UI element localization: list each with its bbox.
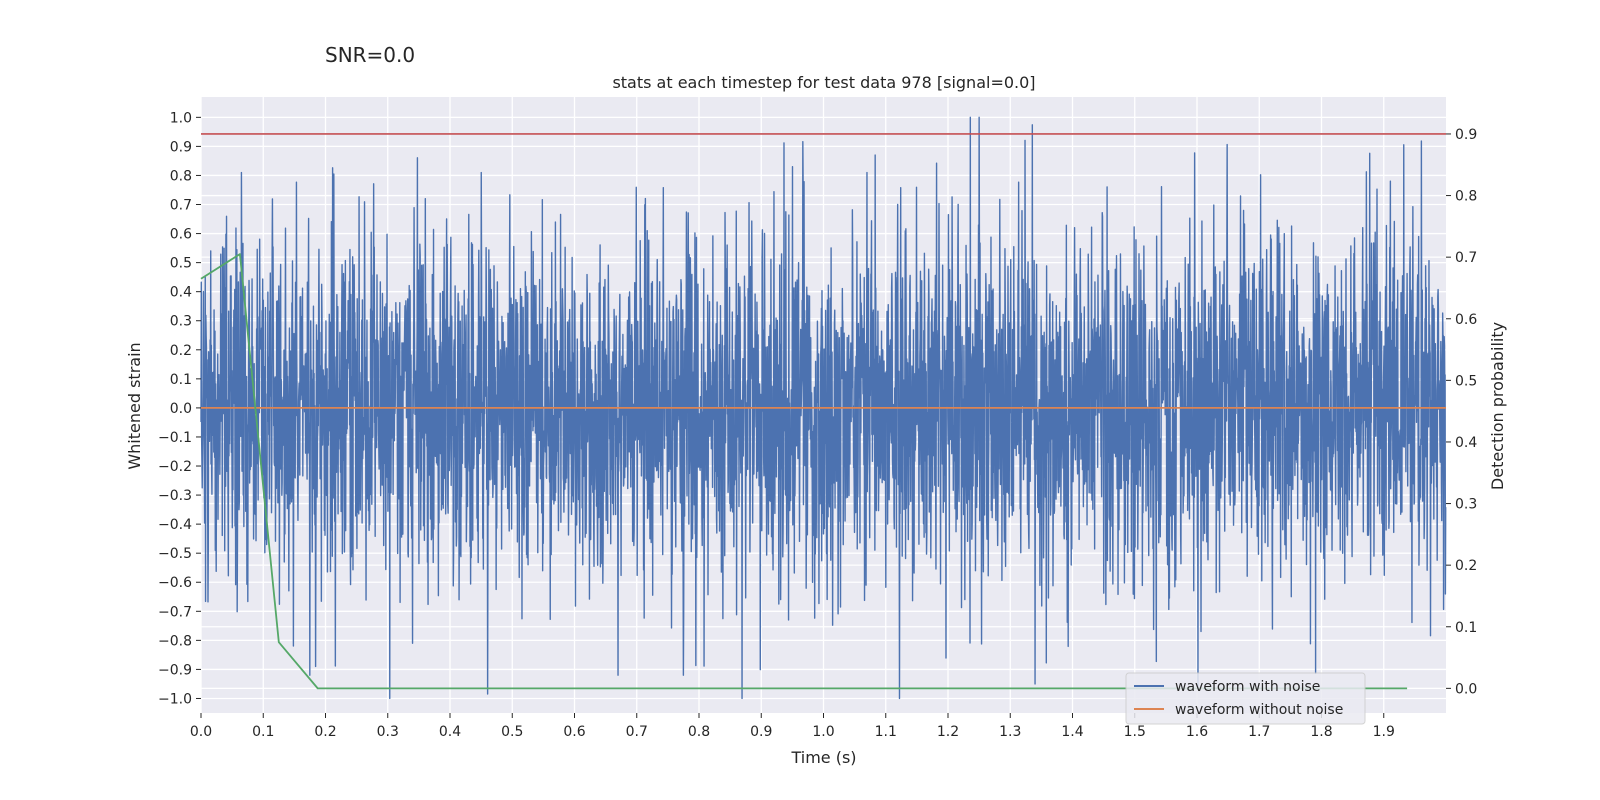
y2-tick-label: 0.5: [1455, 373, 1477, 389]
y-tick-label: 0.6: [170, 227, 192, 243]
x-tick-label: 1.3: [999, 724, 1021, 740]
x-tick-label: 0.0: [190, 724, 212, 740]
y2-tick-label: 0.2: [1455, 558, 1477, 574]
legend-label-waveform-without-noise: waveform without noise: [1175, 702, 1343, 718]
y2-tick-label: 0.4: [1455, 435, 1477, 451]
x-tick-label: 0.9: [750, 724, 772, 740]
x-tick-label: 1.9: [1373, 724, 1395, 740]
y-axis-right: 0.9 0.8 0.7 0.6 0.5 0.4 0.3 0.2 0.1 0.0: [1446, 127, 1477, 697]
y2-tick-label: 0.1: [1455, 620, 1477, 636]
y-tick-label: −0.7: [158, 604, 192, 620]
x-tick-label: 0.6: [563, 724, 585, 740]
x-tick-label: 0.4: [439, 724, 461, 740]
y-tick-label: 0.2: [170, 343, 192, 359]
suptitle: SNR=0.0: [325, 43, 415, 67]
series-layer: [200, 116, 1447, 700]
x-tick-label: 1.8: [1310, 724, 1332, 740]
y-tick-label: 0.4: [170, 285, 192, 301]
x-tick-label: 1.0: [812, 724, 834, 740]
x-tick-label: 1.6: [1186, 724, 1208, 740]
x-tick-label: 0.8: [688, 724, 710, 740]
y-tick-label: −0.6: [158, 575, 192, 591]
y-tick-label: −0.8: [158, 633, 192, 649]
legend: waveform with noise waveform without noi…: [1125, 672, 1366, 725]
x-axis-label: Time (s): [790, 748, 856, 767]
x-tick-label: 1.4: [1061, 724, 1083, 740]
x-tick-label: 1.5: [1124, 724, 1146, 740]
y-tick-label: 0.5: [170, 256, 192, 272]
x-tick-label: 0.2: [314, 724, 336, 740]
y-axis-label: Whitened strain: [125, 342, 144, 469]
x-tick-label: 1.1: [875, 724, 897, 740]
y2-tick-label: 0.9: [1455, 127, 1477, 143]
y-tick-label: −0.2: [158, 459, 192, 475]
y2-tick-label: 0.6: [1455, 312, 1477, 328]
y2-tick-label: 0.3: [1455, 497, 1477, 513]
y-tick-label: 0.8: [170, 168, 192, 184]
x-tick-label: 0.7: [626, 724, 648, 740]
y-tick-label: 0.1: [170, 372, 192, 388]
series-detection-probability: [200, 253, 1408, 690]
y2-tick-label: 0.0: [1455, 681, 1477, 697]
x-tick-label: 1.2: [937, 724, 959, 740]
x-tick-label: 0.5: [501, 724, 523, 740]
y-tick-label: 0.7: [170, 198, 192, 214]
y2-tick-label: 0.7: [1455, 250, 1477, 266]
y-tick-label: −0.3: [158, 488, 192, 504]
legend-label-waveform-with-noise: waveform with noise: [1175, 679, 1320, 695]
y2-axis-label: Detection probability: [1488, 322, 1507, 490]
chart-title: stats at each timestep for test data 978…: [612, 73, 1035, 92]
x-tick-label: 0.3: [377, 724, 399, 740]
y-tick-label: 1.0: [170, 110, 192, 126]
series-waveform-with-noise: [200, 116, 1447, 700]
y-axis-left: 1.0 0.9 0.8 0.7 0.6 0.5 0.4 0.3 0.2 0.1 0.0 −0.1 −0.…: [158, 110, 201, 707]
y-tick-label: 0.0: [170, 401, 192, 417]
y-tick-label: −0.5: [158, 546, 192, 562]
x-tick-label: 1.7: [1248, 724, 1270, 740]
x-axis: 0.0 0.1 0.2 0.3 0.4 0.5 0.6 0.7 0.8 0.9 1.0 1.1 1.2 1…: [190, 713, 1395, 740]
y2-tick-label: 0.8: [1455, 189, 1477, 205]
y-tick-label: −0.9: [158, 662, 192, 678]
y-tick-label: −1.0: [158, 691, 192, 707]
x-tick-label: 0.1: [252, 724, 274, 740]
y-tick-label: 0.3: [170, 314, 192, 330]
y-tick-label: −0.1: [158, 430, 192, 446]
y-tick-label: 0.9: [170, 139, 192, 155]
y-tick-label: −0.4: [158, 517, 192, 533]
legend-frame: [1125, 672, 1366, 725]
